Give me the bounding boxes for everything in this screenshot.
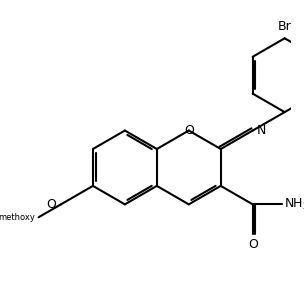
- Text: O: O: [248, 238, 258, 251]
- Text: O: O: [47, 198, 57, 211]
- Text: methoxy: methoxy: [0, 213, 35, 222]
- Text: O: O: [184, 124, 194, 137]
- Text: NH$_2$: NH$_2$: [284, 197, 304, 212]
- Text: N: N: [257, 124, 267, 137]
- Text: Br: Br: [278, 20, 292, 33]
